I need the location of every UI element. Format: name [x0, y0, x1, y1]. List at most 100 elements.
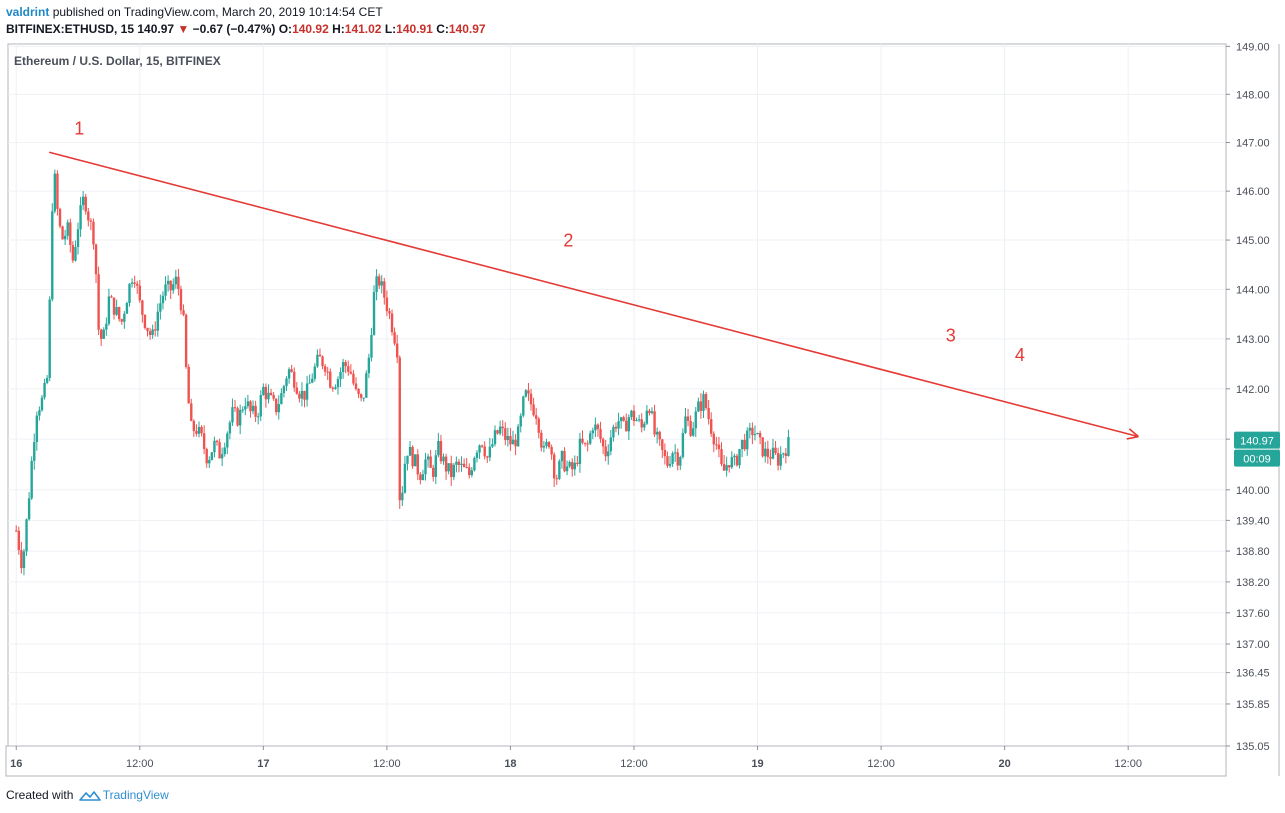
candle-body	[563, 451, 566, 472]
candle-body	[15, 530, 18, 532]
candle-body	[190, 403, 193, 421]
y-tick-label: 148.00	[1236, 89, 1270, 101]
candle-body	[380, 281, 383, 286]
candle-body	[184, 314, 188, 367]
candle-body	[640, 419, 643, 428]
candle-body	[99, 329, 103, 339]
open-label: O:	[278, 22, 293, 36]
candle-body	[244, 406, 247, 410]
candle-body	[357, 388, 360, 395]
candle-body	[117, 307, 121, 320]
candle-body	[424, 459, 427, 475]
y-tick-label: 146.00	[1236, 186, 1270, 198]
footer: Created with TradingView	[6, 788, 169, 802]
y-tick-label: 139.40	[1236, 515, 1270, 527]
candle-body	[434, 455, 437, 477]
high-label: H:	[332, 22, 345, 36]
chart-axes: 149.00 148.00 147.00 146.00 145.00 144.00 143.…	[5, 41, 1280, 777]
x-tick-label: 12:00	[867, 758, 895, 770]
candle-body	[352, 373, 355, 384]
candle-body	[107, 296, 111, 324]
candle-body	[174, 276, 178, 285]
author-link[interactable]: valdrint	[6, 5, 50, 19]
candle-body	[465, 467, 468, 469]
x-tick-label: 12:00	[1114, 758, 1142, 770]
candle-body	[349, 371, 353, 374]
candle-body	[74, 247, 77, 261]
candle-body	[576, 462, 579, 464]
candle-body	[233, 407, 237, 409]
candle-body	[303, 390, 306, 400]
candle-body	[766, 448, 770, 457]
candle-body	[316, 354, 319, 367]
candle-body	[195, 431, 198, 434]
candle-body	[341, 362, 345, 373]
candle-body	[578, 438, 582, 464]
candle-body	[493, 430, 497, 445]
annotation-2: 2	[563, 231, 573, 251]
candle-body	[457, 461, 461, 466]
candle-body	[720, 449, 723, 465]
candle-body	[321, 356, 324, 367]
candle-body	[444, 456, 448, 472]
countdown-badge	[1234, 449, 1280, 467]
candle-body	[591, 430, 595, 434]
candle-body	[141, 300, 144, 315]
candle-body	[468, 467, 471, 476]
candle-body	[769, 456, 772, 459]
last-price: 140.97	[137, 22, 175, 36]
y-tick-label: 147.00	[1236, 138, 1270, 150]
x-tick-label: 19	[751, 758, 763, 770]
candle-body	[58, 208, 62, 227]
y-tick-label: 149.00	[1236, 41, 1270, 53]
candle-body	[192, 420, 196, 432]
candle-body	[280, 393, 283, 405]
candle-body	[115, 307, 118, 315]
candle-body	[511, 439, 515, 445]
candle-body	[367, 357, 371, 374]
candle-body	[514, 439, 517, 447]
candle-body	[249, 401, 252, 412]
candle-body	[208, 459, 211, 464]
candle-body	[25, 519, 28, 552]
candle-body	[774, 447, 777, 453]
candle-body	[439, 440, 443, 462]
candle-body	[63, 235, 67, 240]
candle-body	[470, 470, 474, 476]
candle-body	[545, 442, 548, 446]
candle-body	[172, 284, 175, 291]
annotation-4: 4	[1015, 345, 1025, 365]
candle-body	[450, 463, 453, 478]
candle-body	[71, 245, 75, 261]
candle-body	[336, 379, 340, 388]
candle-body	[622, 417, 625, 421]
candle-body	[447, 463, 450, 472]
candle-body	[488, 446, 492, 458]
candle-body	[552, 454, 556, 479]
candle-body	[372, 292, 376, 335]
candle-body	[655, 431, 659, 435]
candle-body	[370, 334, 373, 358]
candle-body	[455, 461, 458, 465]
low-value: 140.91	[396, 22, 433, 36]
candle-body	[743, 439, 746, 450]
candle-body	[542, 445, 546, 448]
candle-body	[226, 433, 229, 448]
candle-body	[473, 458, 476, 471]
y-tick-label: 135.05	[1236, 741, 1270, 753]
candle-body	[277, 404, 280, 413]
x-tick-label: 20	[999, 758, 1011, 770]
candle-body	[715, 444, 718, 446]
candle-body	[66, 222, 69, 236]
tradingview-link[interactable]: TradingView	[102, 788, 169, 802]
candle-body	[516, 426, 520, 447]
y-tick-label: 140.00	[1236, 485, 1270, 497]
candle-body	[707, 407, 710, 420]
candle-body	[663, 449, 667, 457]
candle-body	[130, 282, 134, 284]
candle-body	[666, 456, 669, 466]
candle-body	[246, 401, 250, 407]
candle-body	[416, 454, 419, 475]
candle-body	[241, 409, 244, 411]
